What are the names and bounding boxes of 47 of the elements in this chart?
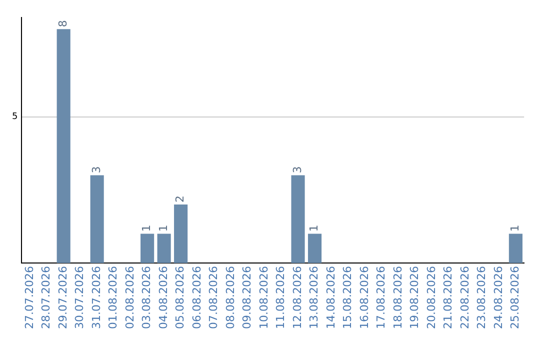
x-tick-label: 03.08.2026 [140,266,154,330]
data-label: 3 [290,166,304,174]
x-tick-label: 12.08.2026 [290,266,304,330]
bar [508,234,522,264]
x-tick-label: 23.08.2026 [475,266,488,330]
data-label: 1 [308,224,321,232]
x-tick-label: 19.08.2026 [408,266,422,330]
x-tick-label: 06.08.2026 [190,266,204,330]
data-label: 2 [174,196,187,203]
bar [90,175,104,264]
x-tick-label: 31.07.2026 [90,266,103,330]
data-label: 3 [90,166,103,174]
data-label: 1 [508,224,522,232]
x-tick-label: 18.08.2026 [391,266,404,330]
bar [157,234,171,264]
bar [140,234,154,264]
bar [56,29,70,264]
x-tick-label: 21.08.2026 [442,266,455,330]
x-tick-label: 20.08.2026 [424,266,438,330]
x-tick-label: 10.08.2026 [257,266,270,330]
x-tick-label: 14.08.2026 [324,266,338,330]
y-tick-label: 5 [12,112,18,122]
x-tick-label: 27.07.2026 [22,266,36,330]
x-tick-label: 04.08.2026 [156,266,170,330]
x-tick-label: 01.08.2026 [106,266,120,330]
x-tick-label: 11.08.2026 [274,266,288,330]
data-label: 1 [156,224,170,232]
x-tick-label: 24.08.2026 [492,266,505,330]
x-tick-label: 09.08.2026 [240,266,254,330]
x-tick-label: 15.08.2026 [341,266,354,330]
x-tick-label: 16.08.2026 [358,266,371,330]
x-tick-label: 30.07.2026 [73,266,86,330]
x-tick-label: 25.08.2026 [508,266,522,330]
x-tick-label: 13.08.2026 [308,266,321,330]
bar [174,204,188,264]
x-tick-label: 07.08.2026 [207,266,220,330]
x-tick-label: 05.08.2026 [174,266,187,330]
x-tick-label: 22.08.2026 [458,266,472,330]
data-label: 1 [140,224,154,232]
bar [291,175,305,264]
x-tick-label: 29.07.2026 [56,266,70,330]
x-tick-label: 17.08.2026 [374,266,388,330]
x-tick-label: 08.08.2026 [224,266,237,330]
bar [308,234,322,264]
data-label: 8 [56,20,70,28]
x-tick-label: 02.08.2026 [123,266,136,330]
x-tick-label: 28.07.2026 [40,266,53,330]
